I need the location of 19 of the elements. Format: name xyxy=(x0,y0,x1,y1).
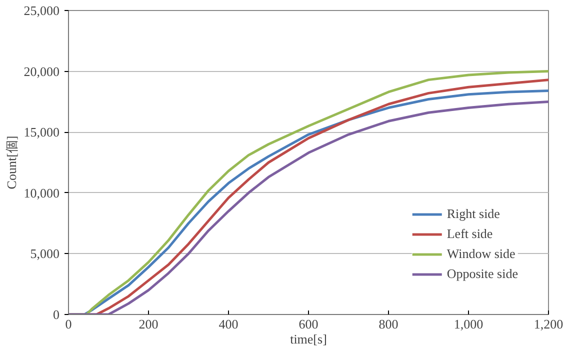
legend-label: Opposite side xyxy=(446,266,518,282)
legend-label: Window side xyxy=(446,246,516,262)
x-tick-label: 200 xyxy=(138,316,158,332)
x-tick-label: 600 xyxy=(298,316,318,332)
y-axis-title: Count[個] xyxy=(4,136,19,190)
y-tick-label: 5,000 xyxy=(30,246,60,262)
x-tick-label: 400 xyxy=(218,316,238,332)
y-tick-label: 15,000 xyxy=(24,124,60,140)
x-tick-label: 1,200 xyxy=(534,316,564,332)
x-axis-title: time[s] xyxy=(290,332,327,346)
y-tick-label: 0 xyxy=(53,307,60,322)
y-tick-label: 20,000 xyxy=(24,64,60,79)
legend-label: Left side xyxy=(446,226,493,242)
x-tick-label: 800 xyxy=(378,316,398,332)
y-tick-label: 25,000 xyxy=(24,3,60,18)
y-tick-label: 10,000 xyxy=(24,185,60,200)
legend-label: Right side xyxy=(446,206,500,222)
x-tick-label: 1,000 xyxy=(454,316,484,332)
x-tick-label: 0 xyxy=(65,316,72,332)
